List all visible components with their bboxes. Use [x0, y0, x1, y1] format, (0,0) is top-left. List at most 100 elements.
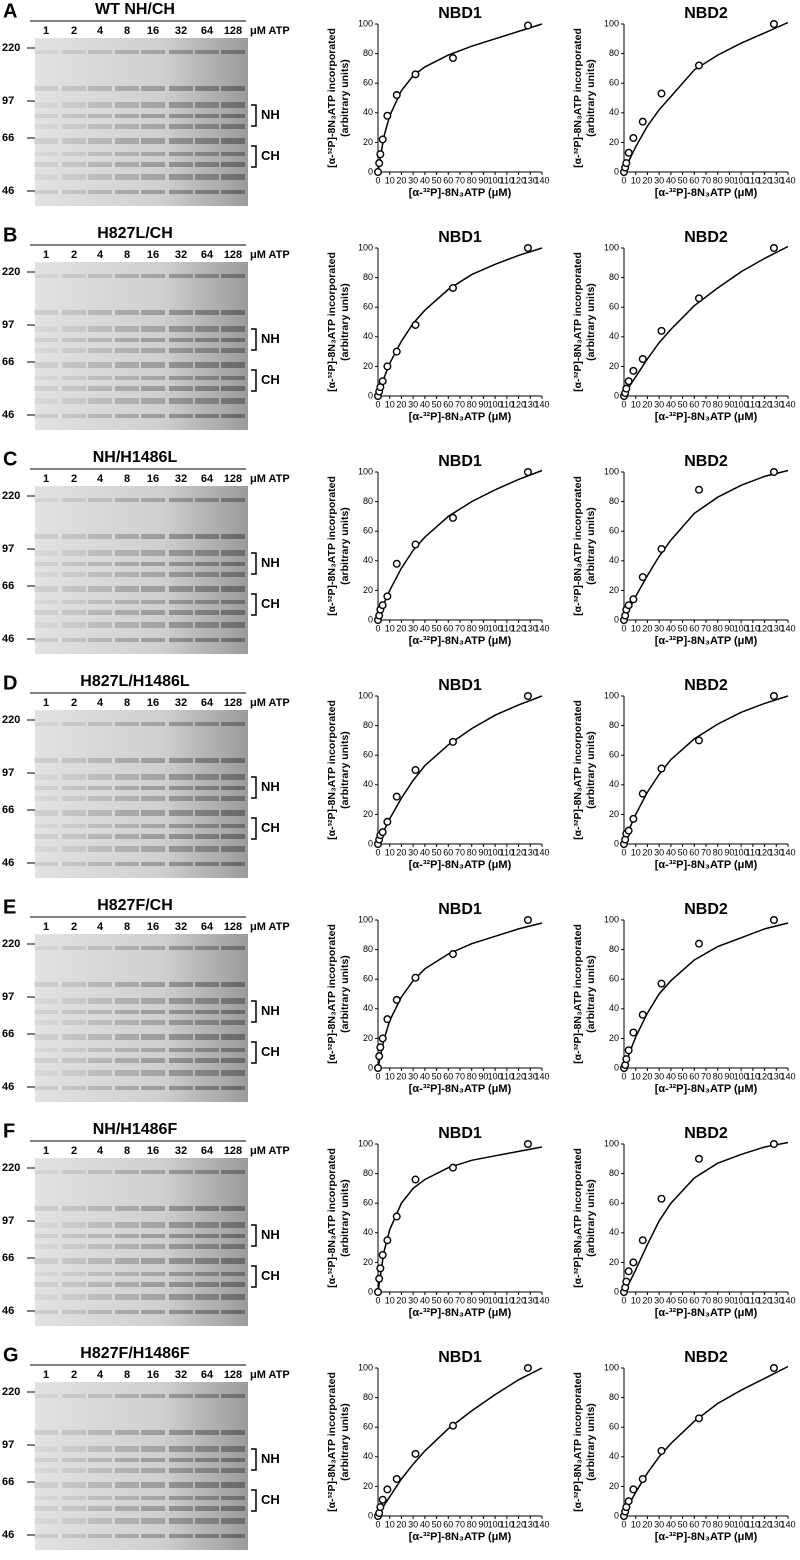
gel-band	[34, 622, 58, 628]
x-tick-label: 40	[420, 175, 430, 185]
gel-band	[62, 398, 86, 404]
gel-band	[141, 86, 165, 91]
lane-label: 2	[71, 249, 77, 261]
gel-band	[62, 1234, 86, 1238]
gel-title: H827F/CH	[97, 897, 173, 914]
lane-label: 2	[71, 921, 77, 933]
x-tick-label: 70	[455, 623, 465, 633]
gel-band	[115, 846, 139, 852]
gel-band	[141, 1458, 165, 1462]
gel-band	[115, 1010, 139, 1014]
gel-band	[62, 1010, 86, 1014]
gel-band	[169, 1482, 193, 1488]
band-label: CH	[261, 820, 280, 835]
gel-band	[62, 1394, 86, 1398]
data-point	[523, 468, 532, 477]
y-tick-label: 20	[609, 137, 619, 147]
gel-band	[34, 1496, 58, 1500]
gel-band	[141, 1034, 165, 1040]
x-tick-label: 50	[432, 1295, 442, 1305]
gel-band	[34, 1222, 58, 1228]
panel-letter: G	[3, 1344, 19, 1366]
gel-band	[115, 190, 139, 194]
gel-band	[195, 1258, 219, 1264]
gel-band	[115, 610, 139, 615]
gel-band	[195, 1468, 219, 1473]
gel-band	[62, 1310, 86, 1314]
x-tick-label: 10	[631, 175, 641, 185]
gel-band	[141, 534, 165, 539]
gel-band	[221, 152, 245, 156]
gel-band	[195, 1534, 219, 1538]
data-point	[638, 573, 647, 582]
fit-curve	[623, 469, 789, 621]
data-point	[375, 159, 384, 168]
y-tick-label: 0	[368, 614, 373, 624]
lane-label: 8	[124, 921, 130, 933]
y-axis-label: (arbitrary units)	[585, 507, 597, 585]
chart-title: NBD1	[438, 1349, 482, 1366]
gel-band	[34, 550, 58, 556]
data-point	[448, 283, 457, 292]
lane-label: 64	[201, 697, 214, 709]
gel-band	[169, 274, 193, 278]
fit-curve	[623, 1141, 789, 1293]
gel-band	[62, 498, 86, 502]
chart-title: NBD2	[684, 1349, 728, 1366]
x-tick-label: 130	[769, 1295, 784, 1305]
gel-band	[115, 1446, 139, 1452]
x-tick-label: 90	[478, 847, 488, 857]
x-tick-label: 10	[385, 847, 395, 857]
lane-label: 16	[147, 1145, 159, 1157]
gel-band	[221, 50, 245, 54]
gel-band	[195, 834, 219, 839]
gel-band	[169, 946, 193, 950]
y-tick-label: 40	[609, 779, 619, 789]
x-tick-label: 120	[511, 1519, 526, 1529]
gel-band	[34, 982, 58, 987]
band-bracket	[251, 776, 257, 799]
gel-band	[62, 376, 86, 380]
gel-band	[195, 1048, 219, 1052]
gel-band	[169, 362, 193, 368]
data-point	[411, 973, 420, 982]
data-point	[523, 1139, 532, 1148]
gel-band	[88, 1506, 112, 1511]
gel-band	[88, 274, 112, 278]
gel-band	[115, 1430, 139, 1435]
gel-title: H827L/CH	[97, 225, 173, 242]
gel-band	[195, 1518, 219, 1524]
gel-band	[88, 1206, 112, 1211]
lane-label: 64	[201, 921, 214, 933]
gel-band	[169, 622, 193, 628]
gel-title: H827F/H1486F	[80, 1345, 190, 1362]
gel-band	[141, 1534, 165, 1538]
gel-band	[34, 1430, 58, 1435]
gel-band	[141, 1206, 165, 1211]
gel-band	[141, 1294, 165, 1300]
x-tick-label: 30	[408, 399, 418, 409]
fit-curve	[377, 922, 543, 1069]
gel-band	[115, 386, 139, 391]
gel-band	[195, 1020, 219, 1025]
gel-band	[62, 1282, 86, 1287]
x-axis-label: [α-³²P]-8N₃ATP (μM)	[655, 635, 758, 647]
data-point	[694, 61, 703, 70]
gel-band	[195, 152, 219, 156]
gel-band	[141, 722, 165, 726]
y-tick-label: 60	[363, 1422, 373, 1432]
y-axis-label: (arbitrary units)	[339, 1179, 351, 1257]
gel-band	[141, 1282, 165, 1287]
y-tick-label: 40	[609, 1003, 619, 1013]
x-tick-label: 50	[678, 1519, 688, 1529]
data-point	[624, 377, 633, 386]
gel-band	[34, 1010, 58, 1014]
x-tick-label: 20	[396, 1071, 406, 1081]
lane-label: 32	[175, 25, 187, 37]
gel-band	[221, 1496, 245, 1500]
x-tick-label: 60	[443, 847, 453, 857]
x-tick-label: 40	[420, 623, 430, 633]
x-tick-label: 130	[769, 399, 784, 409]
lane-label: 2	[71, 697, 77, 709]
gel-band	[221, 562, 245, 566]
